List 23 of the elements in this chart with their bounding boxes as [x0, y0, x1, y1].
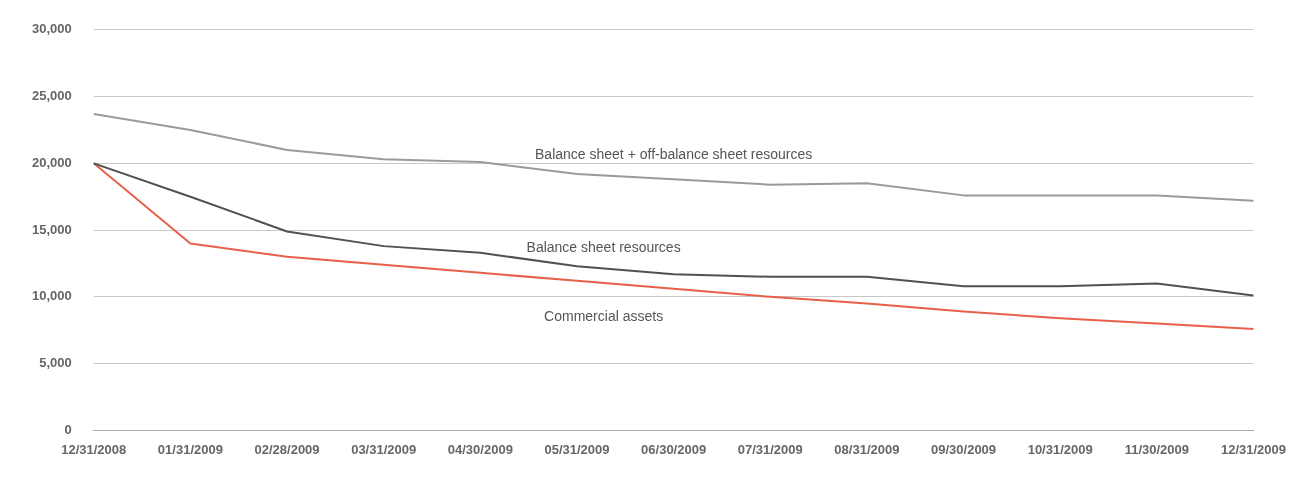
x-tick-label: 10/31/2009	[1027, 441, 1093, 457]
series-label: Balance sheet resources	[526, 239, 681, 256]
x-tick-label: 09/30/2009	[931, 441, 997, 457]
y-tick-label: 20,000	[32, 154, 72, 170]
x-tick-label: 12/31/2008	[61, 441, 127, 457]
y-tick-label: 5,000	[39, 355, 72, 371]
series-label: Commercial assets	[544, 307, 664, 324]
y-tick-label: 0	[64, 421, 72, 437]
series-label: Balance sheet + off-balance sheet resources	[535, 146, 813, 163]
x-tick-label: 05/31/2009	[544, 441, 610, 457]
x-tick-label: 07/31/2009	[737, 441, 803, 457]
y-tick-label: 15,000	[32, 221, 72, 237]
x-tick-label: 11/30/2009	[1124, 441, 1190, 457]
x-tick-label: 04/30/2009	[447, 441, 513, 457]
x-tick-label: 12/31/2009	[1220, 441, 1287, 457]
x-tick-label: 06/30/2009	[641, 441, 707, 457]
y-tick-label: 30,000	[32, 21, 72, 37]
x-tick-label: 03/31/2009	[351, 441, 417, 457]
x-tick-label: 01/31/2009	[157, 441, 223, 457]
x-tick-label: 02/28/2009	[254, 441, 320, 457]
x-tick-label: 08/31/2009	[834, 441, 900, 457]
y-tick-label: 10,000	[32, 288, 72, 304]
y-tick-label: 25,000	[32, 88, 72, 104]
